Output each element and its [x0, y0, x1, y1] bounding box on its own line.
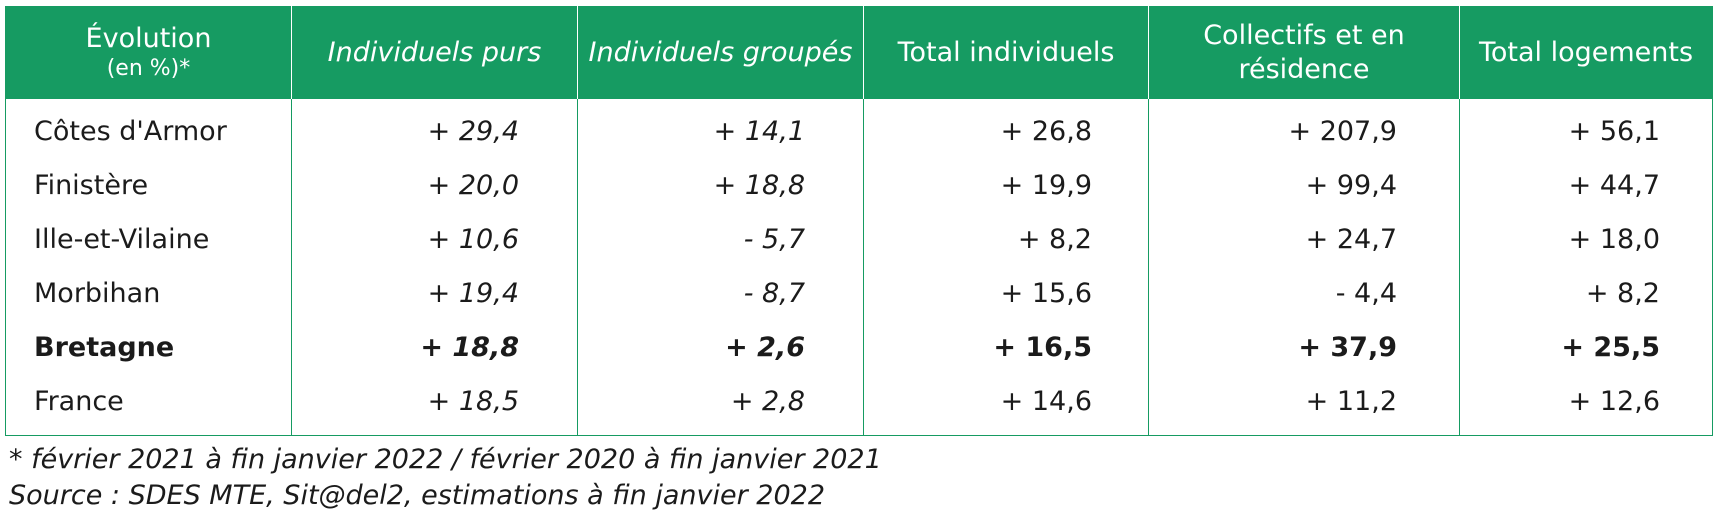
- cell-total-individuels: + 14,6: [863, 374, 1149, 435]
- table-header: Évolution (en %)* Individuels purs Indiv…: [5, 6, 1713, 99]
- header-evolution: Évolution (en %)*: [6, 7, 292, 99]
- cell-individuels-groupes: + 18,8: [577, 158, 864, 213]
- cell-collectifs-residence: + 11,2: [1148, 374, 1460, 435]
- cell-individuels-groupes: + 14,1: [577, 98, 864, 159]
- cell-collectifs-residence: + 24,7: [1148, 212, 1460, 267]
- cell-individuels-purs: + 18,8: [291, 320, 578, 375]
- cell-total-logements: + 56,1: [1459, 98, 1713, 159]
- table-body: Côtes d'Armor + 29,4 + 14,1 + 26,8 + 207…: [6, 98, 1713, 435]
- row-label: Finistère: [34, 170, 149, 201]
- header-evolution-unit: (en %)*: [106, 55, 191, 81]
- cell-total-individuels: + 26,8: [863, 98, 1149, 159]
- table-row-total-region: Bretagne + 18,8 + 2,6 + 16,5 + 37,9 + 25…: [6, 320, 1713, 375]
- cell-collectifs-residence: + 37,9: [1148, 320, 1460, 375]
- row-label: Côtes d'Armor: [34, 116, 227, 147]
- cell-total-logements: + 25,5: [1459, 320, 1713, 375]
- header-evolution-label: Évolution: [85, 22, 212, 54]
- cell-collectifs-residence: + 99,4: [1148, 158, 1460, 213]
- cell-total-individuels: + 19,9: [863, 158, 1149, 213]
- period-footnote: * février 2021 à fin janvier 2022 / févr…: [9, 443, 882, 475]
- cell-individuels-groupes: - 8,7: [577, 266, 864, 321]
- header-total-logements: Total logements: [1459, 6, 1713, 99]
- header-total-individuels: Total individuels: [863, 6, 1149, 99]
- cell-total-logements: + 8,2: [1459, 266, 1713, 321]
- cell-total-logements: + 18,0: [1459, 212, 1713, 267]
- cell-total-logements: + 44,7: [1459, 158, 1713, 213]
- cell-individuels-purs: + 10,6: [291, 212, 578, 267]
- cell-individuels-groupes: - 5,7: [577, 212, 864, 267]
- table-row: Morbihan + 19,4 - 8,7 + 15,6 - 4,4 + 8,2: [6, 266, 1713, 321]
- table-row: Côtes d'Armor + 29,4 + 14,1 + 26,8 + 207…: [6, 98, 1713, 159]
- cell-total-logements: + 12,6: [1459, 374, 1713, 435]
- source-note: Source : SDES MTE, Sit@del2, estimations…: [9, 479, 826, 511]
- cell-collectifs-residence: + 207,9: [1148, 98, 1460, 159]
- table-row: Finistère + 20,0 + 18,8 + 19,9 + 99,4 + …: [6, 158, 1713, 213]
- evolution-table: Évolution (en %)* Individuels purs Indiv…: [5, 6, 1713, 436]
- cell-individuels-groupes: + 2,6: [577, 320, 864, 375]
- cell-collectifs-residence: - 4,4: [1148, 266, 1460, 321]
- cell-individuels-purs: + 20,0: [291, 158, 578, 213]
- header-individuels-groupes: Individuels groupés: [577, 6, 864, 99]
- header-collectifs-residence: Collectifs et en résidence: [1148, 6, 1460, 99]
- header-individuels-purs: Individuels purs: [291, 6, 578, 99]
- table-row: Ille-et-Vilaine + 10,6 - 5,7 + 8,2 + 24,…: [6, 212, 1713, 267]
- cell-total-individuels: + 8,2: [863, 212, 1149, 267]
- row-label: Ille-et-Vilaine: [34, 224, 210, 255]
- row-label: France: [34, 386, 124, 417]
- row-label: Morbihan: [34, 278, 161, 309]
- cell-total-individuels: + 16,5: [863, 320, 1149, 375]
- row-label: Bretagne: [34, 332, 175, 363]
- cell-individuels-purs: + 18,5: [291, 374, 578, 435]
- cell-individuels-groupes: + 2,8: [577, 374, 864, 435]
- header-row: Évolution (en %)* Individuels purs Indiv…: [5, 6, 1713, 99]
- cell-individuels-purs: + 19,4: [291, 266, 578, 321]
- table-row: France + 18,5 + 2,8 + 14,6 + 11,2 + 12,6: [6, 374, 1713, 435]
- cell-total-individuels: + 15,6: [863, 266, 1149, 321]
- table-notes: * février 2021 à fin janvier 2022 / févr…: [5, 442, 1718, 514]
- cell-individuels-purs: + 29,4: [291, 98, 578, 159]
